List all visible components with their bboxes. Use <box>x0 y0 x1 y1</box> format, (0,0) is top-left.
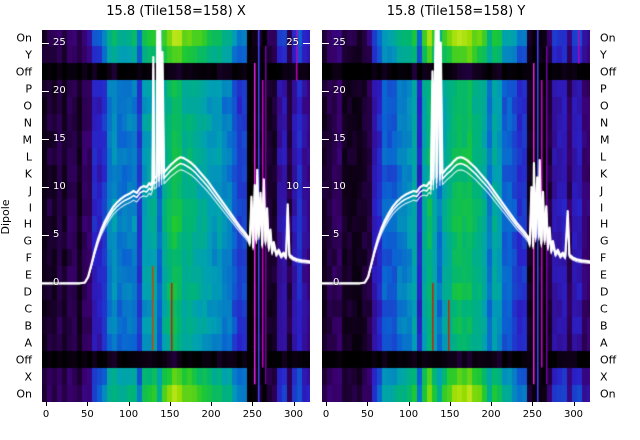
row-label-right: B <box>600 319 608 333</box>
x-tick-mark <box>252 402 253 406</box>
x-tick-mark <box>129 402 130 406</box>
row-label-left: C <box>24 302 32 316</box>
x-tick-mark <box>87 402 88 406</box>
x-tick-label: 300 <box>283 409 304 420</box>
row-label-right: X <box>600 370 608 384</box>
x-tick-label: 100 <box>399 409 419 420</box>
row-label-right: C <box>600 302 608 316</box>
x-tick-mark <box>367 402 368 406</box>
heatmap-panel-x: 25 20 15 10 5 0 25 10 <box>42 30 310 402</box>
x-tick-label: 0 <box>42 409 50 420</box>
row-label-left: On <box>16 31 32 45</box>
row-label-right: H <box>600 217 609 231</box>
x-tick-mark <box>294 402 295 406</box>
x-tick-label: 150 <box>160 409 180 420</box>
x-tick-mark <box>46 402 47 406</box>
row-label-right: K <box>600 167 608 181</box>
x-tick-label: 300 <box>563 409 584 420</box>
row-label-right: P <box>600 82 607 96</box>
heatmap-canvas-y <box>322 30 590 402</box>
x-tick-mark <box>409 402 410 406</box>
x-tick-label: 200 <box>201 409 221 420</box>
row-label-left: K <box>24 167 32 181</box>
row-label-left: M <box>22 133 33 147</box>
row-label-right: Y <box>600 48 607 62</box>
row-label-right: L <box>600 150 607 164</box>
row-label-left: X <box>24 370 32 384</box>
panel-title-x: 15.8 (Tile158=158) X <box>106 4 246 19</box>
x-tick-mark <box>491 402 492 406</box>
row-label-right: J <box>600 184 604 198</box>
row-label-left: I <box>28 201 32 215</box>
x-tick-mark <box>532 402 533 406</box>
row-label-left: O <box>23 99 32 113</box>
row-label-right: Off <box>600 65 617 79</box>
row-label-left: H <box>23 217 32 231</box>
row-label-left: Off <box>15 353 32 367</box>
row-label-left: F <box>25 251 32 265</box>
row-label-right: On <box>600 31 616 45</box>
row-label-right: M <box>600 133 610 147</box>
row-label-left: L <box>25 150 32 164</box>
row-label-left: On <box>16 387 32 401</box>
x-tick-mark <box>326 402 327 406</box>
row-label-right: I <box>600 201 604 215</box>
row-label-left: J <box>28 184 32 198</box>
x-tick-mark <box>450 402 451 406</box>
row-label-left: Off <box>15 65 32 79</box>
row-label-right: D <box>600 285 609 299</box>
row-label-left: A <box>24 336 32 350</box>
row-label-left: B <box>24 319 32 333</box>
panel-title-y: 15.8 (Tile158=158) Y <box>386 4 526 19</box>
row-label-left: D <box>23 285 32 299</box>
x-tick-label: 50 <box>80 409 94 420</box>
x-tick-label: 150 <box>440 409 460 420</box>
x-tick-label: 100 <box>119 409 139 420</box>
row-label-left: P <box>25 82 32 96</box>
row-label-right: N <box>600 116 609 130</box>
x-axis-y: 0 50 100 150 200 250 300 <box>322 402 590 428</box>
row-label-right: A <box>600 336 608 350</box>
x-tick-label: 0 <box>322 409 330 420</box>
heatmap-canvas-x <box>42 30 310 402</box>
x-tick-label: 250 <box>242 409 262 420</box>
row-label-right: F <box>600 251 607 265</box>
row-label-right: G <box>600 234 609 248</box>
row-label-left: E <box>25 268 32 282</box>
row-label-left: Y <box>25 48 32 62</box>
x-tick-mark <box>574 402 575 406</box>
x-tick-label: 250 <box>522 409 542 420</box>
x-tick-label: 50 <box>360 409 374 420</box>
row-label-right: Off <box>600 353 617 367</box>
row-label-left: G <box>23 234 32 248</box>
x-axis-x: 0 50 100 150 200 250 300 <box>42 402 310 428</box>
row-label-right: E <box>600 268 607 282</box>
row-labels-right: On Y Off P O N M L K J I H G F E D C B A Off X On <box>596 30 640 402</box>
row-label-left: N <box>23 116 32 130</box>
row-labels-left: On Y Off P O N M L K J I H G F E D C B A Off X On <box>0 30 38 402</box>
row-label-right: O <box>600 99 609 113</box>
x-tick-label: 200 <box>481 409 501 420</box>
x-tick-mark <box>170 402 171 406</box>
row-label-right: On <box>600 387 616 401</box>
x-tick-mark <box>211 402 212 406</box>
heatmap-panel-y: 25 20 15 10 5 0 <box>322 30 590 402</box>
